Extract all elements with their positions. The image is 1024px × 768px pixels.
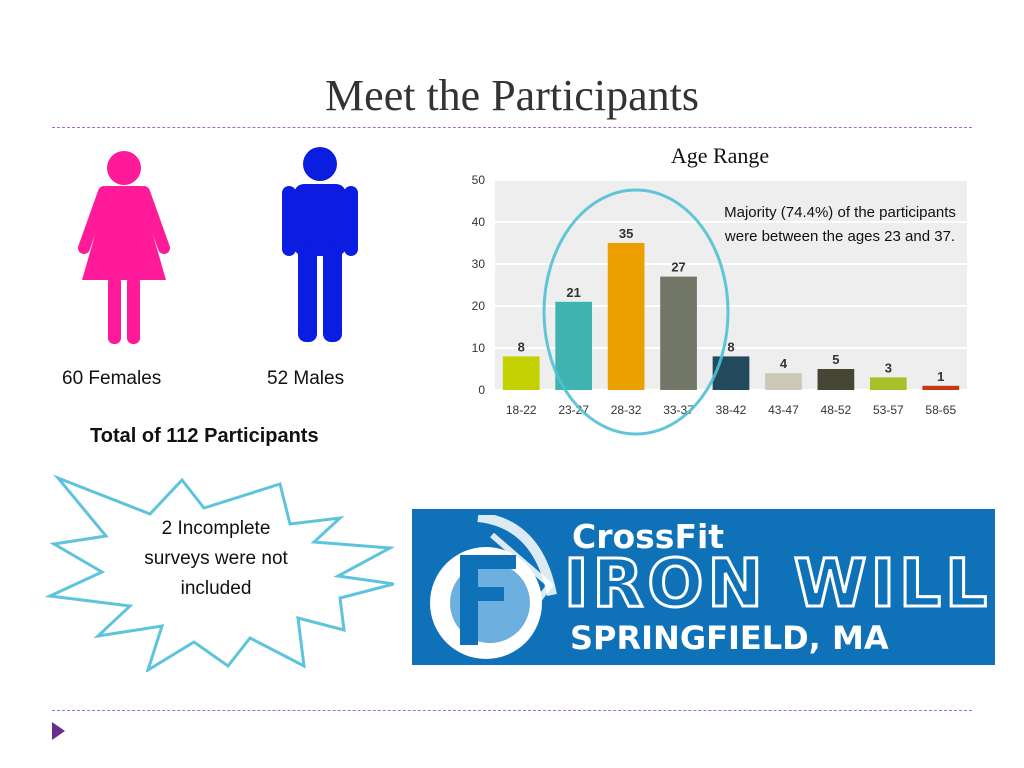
y-tick-label: 50: [472, 173, 486, 187]
x-tick-label: 48-52: [821, 403, 852, 417]
bar-33-37: [660, 276, 697, 390]
males-count: 52 Males: [267, 368, 345, 389]
bar-value-label: 4: [780, 356, 788, 371]
bar-18-22: [502, 356, 540, 390]
bar-value-label: 1: [937, 369, 944, 384]
bottom-divider: [52, 710, 972, 711]
top-divider: [52, 127, 972, 128]
bar-value-label: 3: [885, 360, 892, 375]
bar-value-label: 5: [832, 352, 839, 367]
total-participants: Total of 112 Participants: [90, 425, 319, 447]
x-tick-label: 28-32: [611, 403, 642, 417]
y-tick-label: 40: [472, 215, 486, 229]
bar-58-65: [922, 385, 960, 390]
x-tick-label: 38-42: [716, 403, 747, 417]
bar-53-57: [869, 377, 907, 390]
female-icon: [78, 151, 170, 344]
starburst-callout: [44, 474, 394, 672]
bar-value-label: 8: [518, 339, 525, 354]
bullet-arrow-icon: [52, 722, 65, 740]
y-tick-label: 20: [472, 299, 486, 313]
bar-value-label: 21: [566, 285, 580, 300]
y-tick-label: 30: [472, 257, 486, 271]
y-tick-label: 10: [472, 341, 486, 355]
x-tick-label: 18-22: [506, 403, 537, 417]
x-tick-label: 23-27: [558, 403, 589, 417]
logo-name: IRON WILL: [562, 544, 992, 624]
x-tick-label: 58-65: [925, 403, 956, 417]
slide-title: Meet the Participants: [325, 71, 699, 120]
male-icon: [282, 147, 358, 342]
bar-43-47: [765, 373, 802, 390]
females-count: 60 Females: [62, 368, 162, 389]
bar-28-32: [607, 243, 645, 390]
chart-annotation: Majority (74.4%) of the participants wer…: [724, 204, 956, 245]
bar-value-label: 8: [727, 339, 734, 354]
x-tick-label: 53-57: [873, 403, 904, 417]
kettlebell-icon: [430, 515, 557, 659]
bar-48-52: [817, 369, 855, 390]
bar-value-label: 35: [619, 226, 633, 241]
highlight-ellipse: [542, 188, 730, 436]
burst-text: 2 Incomplete surveys were not included: [144, 518, 288, 599]
x-tick-label: 43-47: [768, 403, 799, 417]
chart-title: Age Range: [670, 143, 770, 168]
y-tick-label: 0: [478, 383, 485, 397]
logo-city: SPRINGFIELD, MA: [570, 619, 889, 657]
bar-23-27: [555, 301, 593, 390]
crossfit-logo: CrossFit IRON WILL SPRINGFIELD, MA: [412, 509, 995, 665]
bar-38-42: [712, 356, 750, 390]
bar-value-label: 27: [671, 260, 685, 275]
logo-brand: CrossFit: [572, 517, 725, 556]
